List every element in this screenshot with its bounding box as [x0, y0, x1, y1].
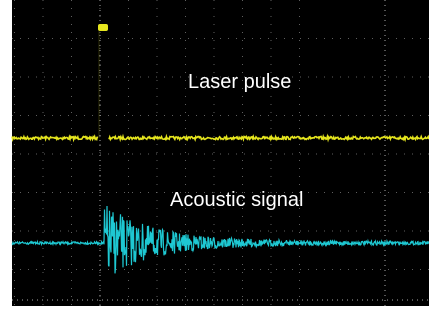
- acoustic-signal-label: Acoustic signal: [170, 189, 303, 211]
- page: Laser pulse Acoustic signal (() => { con…: [0, 0, 429, 320]
- oscilloscope-screenshot: Laser pulse Acoustic signal: [0, 0, 429, 320]
- laser-pulse: [98, 24, 108, 31]
- screen: [12, 0, 429, 306]
- laser-pulse-label: Laser pulse: [188, 71, 291, 93]
